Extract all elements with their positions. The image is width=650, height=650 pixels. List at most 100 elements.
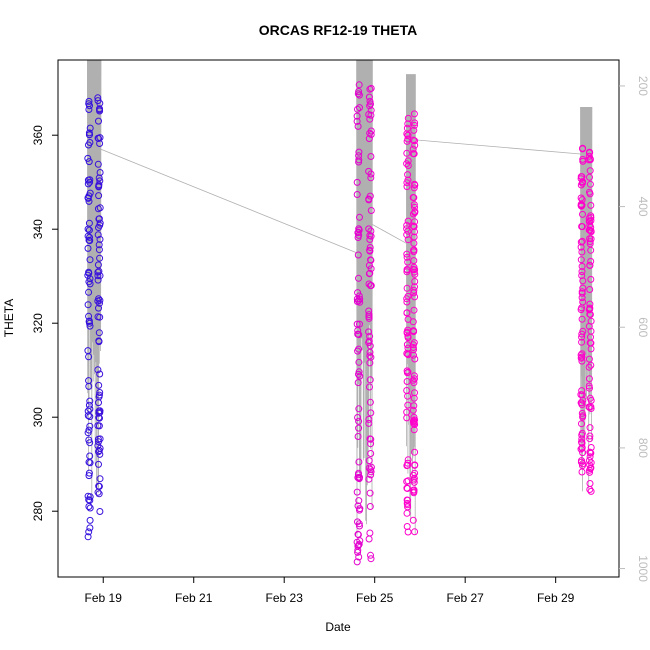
data-point xyxy=(96,389,104,396)
data-point xyxy=(410,426,418,434)
data-point xyxy=(403,179,411,187)
data-point xyxy=(365,261,373,269)
data-point xyxy=(586,238,594,246)
y-right-tick-label: 1000 xyxy=(636,555,650,582)
data-point xyxy=(95,192,103,200)
y-right-tick-label: 600 xyxy=(636,317,650,337)
data-point xyxy=(410,474,418,482)
data-point xyxy=(365,167,373,175)
data-point xyxy=(355,405,363,413)
data-point xyxy=(86,124,94,132)
data-point xyxy=(96,272,104,280)
data-point xyxy=(353,191,361,198)
data-point xyxy=(85,219,93,227)
x-tick-label: Feb 25 xyxy=(356,591,394,605)
data-point xyxy=(354,330,362,338)
data-point xyxy=(367,409,375,417)
data-point xyxy=(577,243,585,251)
data-point xyxy=(86,233,93,241)
data-point xyxy=(353,320,361,328)
data-point xyxy=(354,251,362,259)
data-point xyxy=(579,412,587,420)
data-point xyxy=(94,276,102,284)
data-point xyxy=(85,312,93,320)
data-point xyxy=(403,266,411,274)
data-point xyxy=(578,338,586,346)
data-point xyxy=(356,298,364,306)
data-point xyxy=(409,194,417,201)
data-point xyxy=(365,328,373,336)
y-right-tick-label: 800 xyxy=(636,438,650,458)
data-point xyxy=(84,194,92,202)
data-point xyxy=(587,214,595,221)
data-point xyxy=(366,348,374,356)
data-point xyxy=(404,501,411,509)
data-point xyxy=(586,486,594,493)
data-point xyxy=(586,432,594,440)
data-point xyxy=(404,171,412,179)
data-point xyxy=(95,460,102,468)
data-point xyxy=(367,174,375,182)
data-point xyxy=(95,246,103,254)
data-point xyxy=(577,354,585,362)
data-point xyxy=(586,339,594,347)
data-point xyxy=(578,288,586,296)
data-point xyxy=(587,317,595,325)
data-point xyxy=(577,202,585,210)
data-point xyxy=(94,160,102,168)
data-point xyxy=(94,268,102,276)
data-point xyxy=(409,145,417,153)
data-point xyxy=(586,261,594,269)
data-point xyxy=(367,127,375,135)
data-point xyxy=(85,288,93,296)
x-axis-label: Date xyxy=(325,620,351,634)
transit-line xyxy=(100,148,357,254)
data-point xyxy=(365,311,373,319)
data-point xyxy=(586,286,594,293)
data-point xyxy=(95,215,103,223)
data-point xyxy=(355,497,363,505)
data-point xyxy=(403,414,411,422)
data-point xyxy=(366,97,374,105)
data-point xyxy=(411,421,419,428)
data-point xyxy=(585,382,593,390)
data-point xyxy=(84,154,92,162)
data-point xyxy=(578,330,586,338)
data-point xyxy=(403,298,411,306)
data-point xyxy=(85,496,93,504)
data-point xyxy=(587,487,595,495)
data-point xyxy=(586,173,593,181)
plot-frame xyxy=(57,59,620,578)
data-point xyxy=(94,231,102,239)
y-tick-label: 320 xyxy=(31,313,45,333)
data-point xyxy=(586,394,594,402)
data-point xyxy=(355,417,363,425)
x-tick-label: Feb 27 xyxy=(446,591,484,605)
data-point xyxy=(577,194,585,202)
data-point xyxy=(96,414,103,422)
data-point xyxy=(86,319,93,327)
data-point xyxy=(85,278,93,286)
data-point xyxy=(579,449,587,457)
data-point xyxy=(366,129,374,137)
data-point xyxy=(410,379,418,387)
data-point xyxy=(94,94,102,102)
data-point xyxy=(354,414,362,421)
data-point xyxy=(410,486,418,494)
data-point xyxy=(585,149,593,157)
data-point xyxy=(354,228,362,236)
data-point xyxy=(355,368,363,376)
data-point xyxy=(95,117,102,125)
data-point xyxy=(365,225,373,233)
data-point xyxy=(404,477,412,485)
data-point xyxy=(410,394,418,402)
data-point xyxy=(410,286,418,294)
data-point xyxy=(403,250,411,258)
data-point xyxy=(404,351,412,359)
data-point xyxy=(403,509,411,517)
data-point xyxy=(366,236,374,243)
data-point xyxy=(365,337,373,345)
data-point xyxy=(403,137,411,145)
data-point xyxy=(411,293,419,301)
data-point xyxy=(365,111,373,118)
